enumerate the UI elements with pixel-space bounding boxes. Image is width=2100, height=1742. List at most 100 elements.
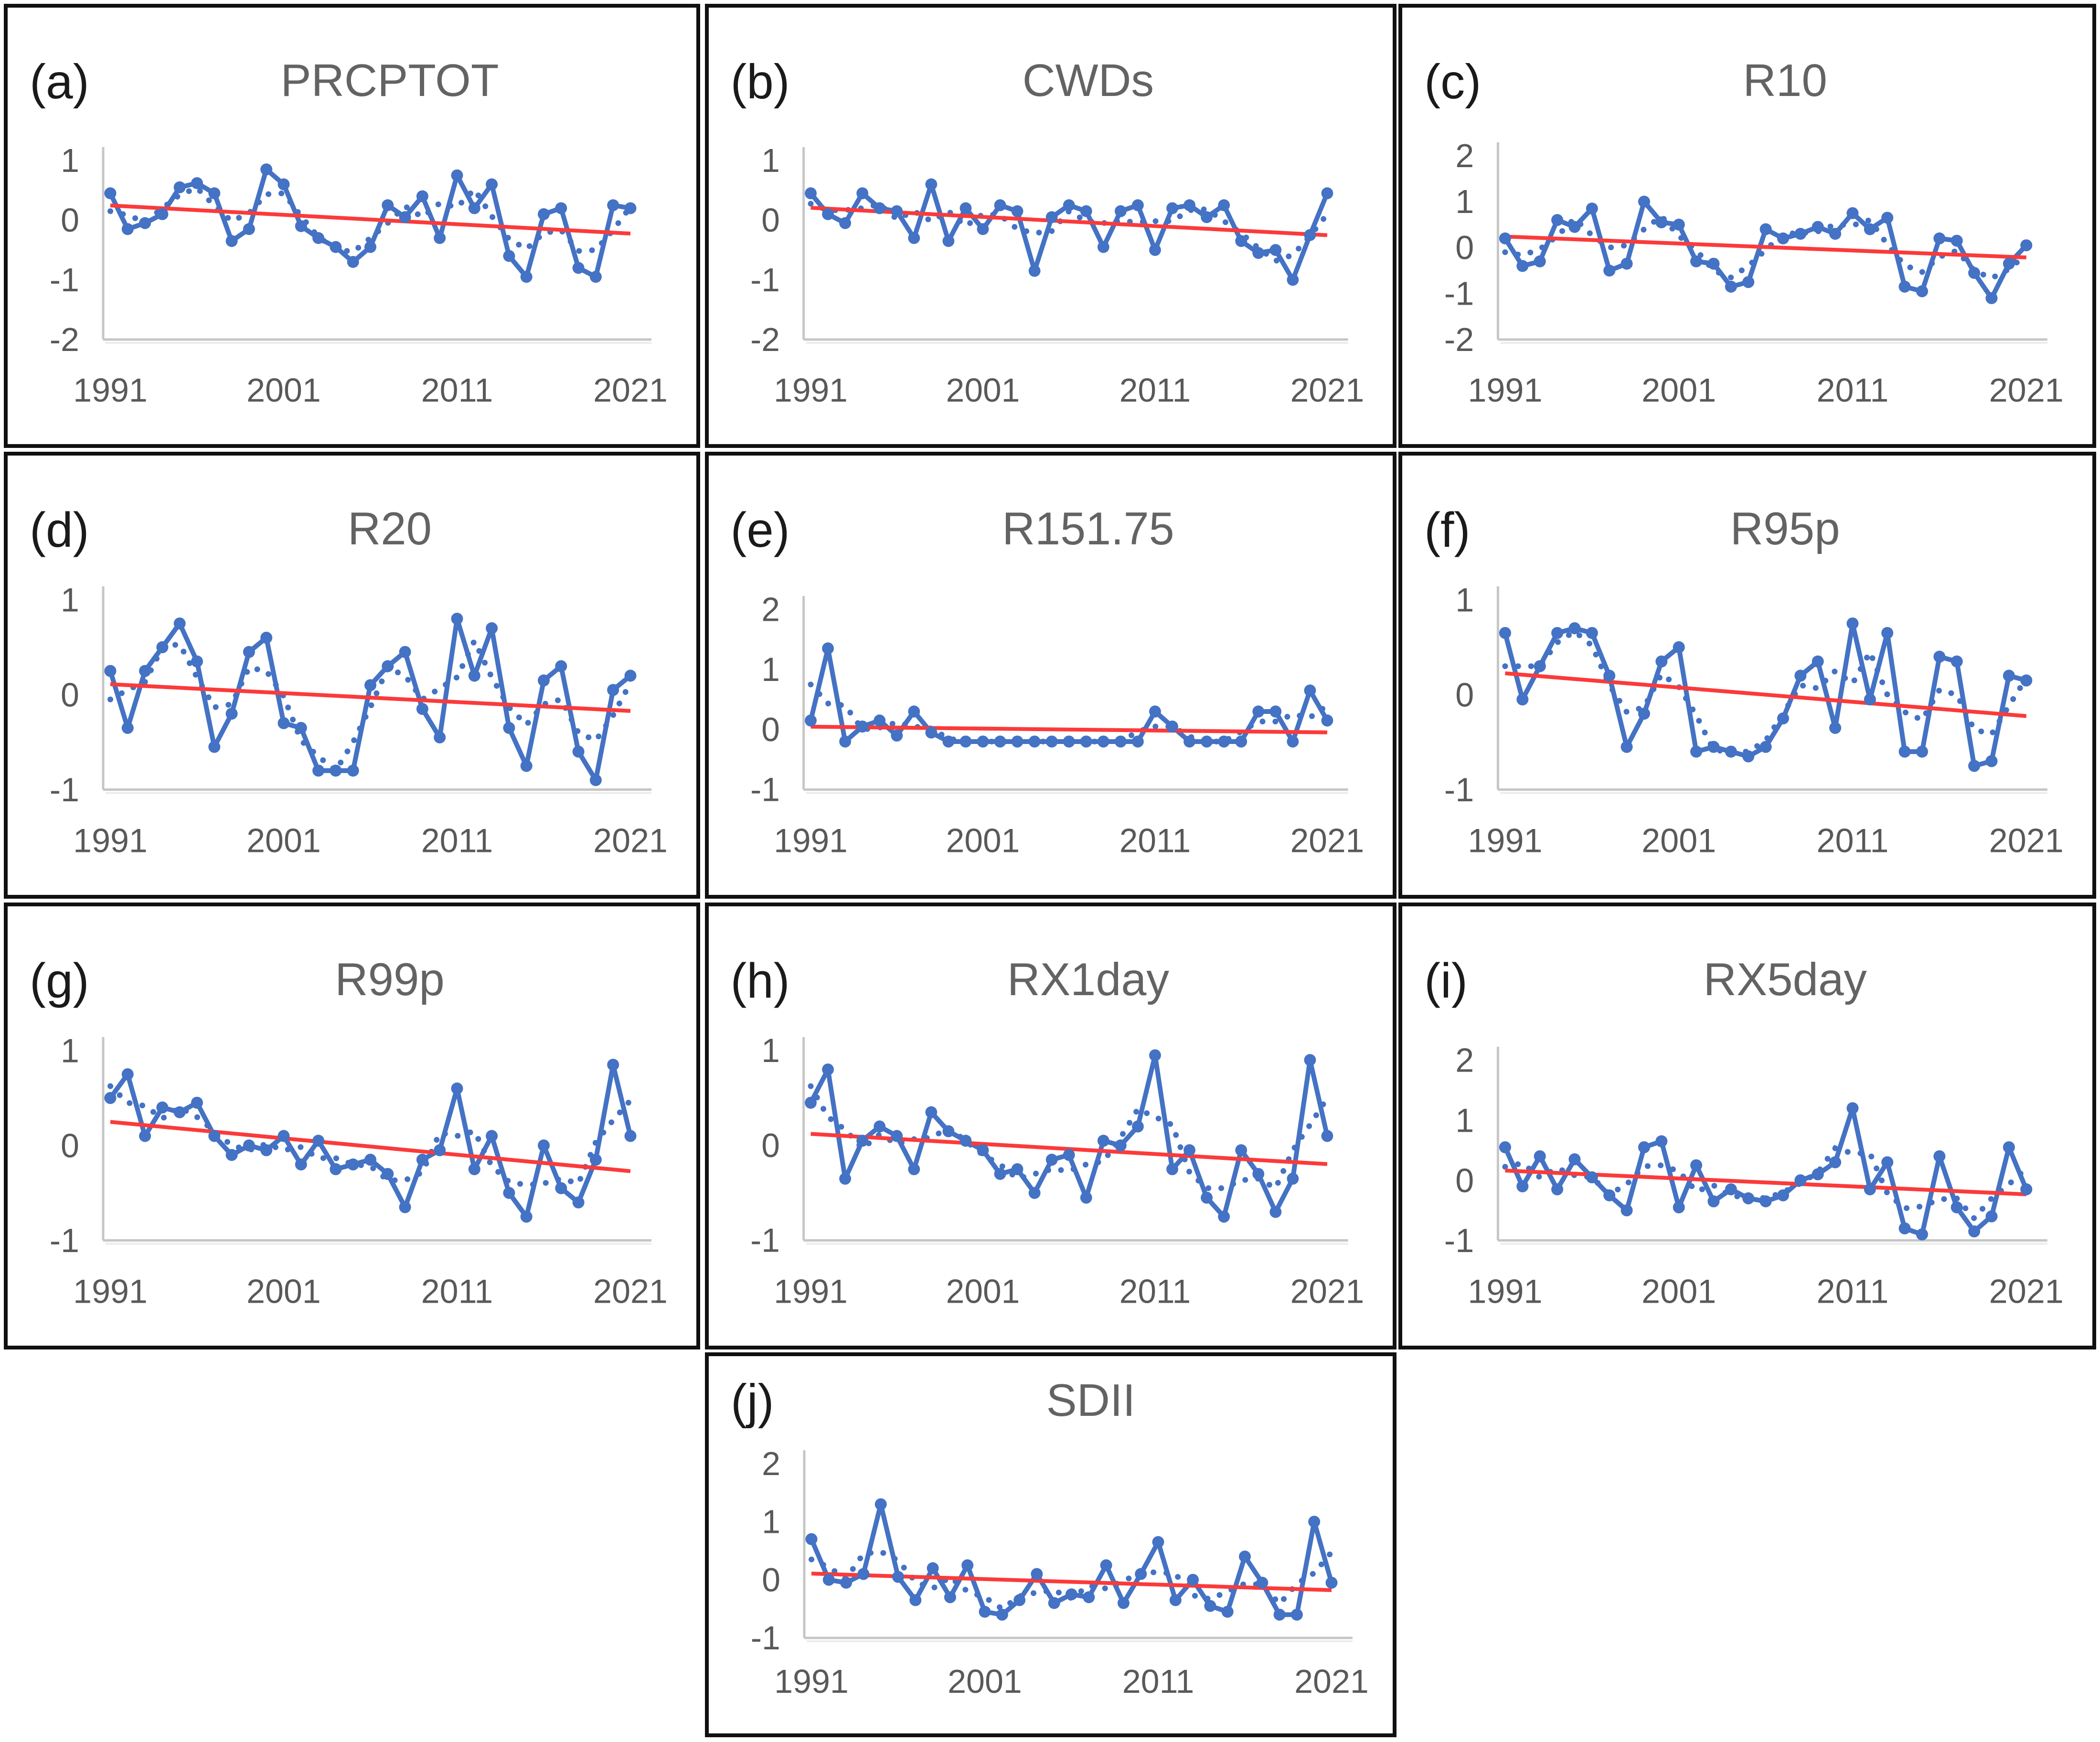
svg-text:1: 1 <box>1455 183 1474 220</box>
svg-text:2011: 2011 <box>1119 372 1191 409</box>
panel-title: SDII <box>1046 1375 1136 1426</box>
svg-text:-2: -2 <box>750 321 780 358</box>
svg-text:2001: 2001 <box>948 1663 1022 1700</box>
panel-title: R10 <box>1743 55 1827 106</box>
panel-r95p: (f) R95p 1 0 -1 1991 2001 2011 2021 <box>1398 452 2096 899</box>
svg-text:1991: 1991 <box>73 372 148 409</box>
svg-text:-1: -1 <box>50 771 79 808</box>
svg-text:1991: 1991 <box>774 1273 848 1310</box>
svg-text:0: 0 <box>1455 676 1474 713</box>
svg-text:2001: 2001 <box>246 821 321 859</box>
svg-text:-2: -2 <box>1444 321 1474 358</box>
svg-text:0: 0 <box>761 1127 780 1165</box>
panel-title: PRCPTOT <box>281 55 499 106</box>
svg-text:1: 1 <box>762 1503 780 1540</box>
svg-text:2011: 2011 <box>1122 1663 1194 1700</box>
svg-text:2021: 2021 <box>1294 1663 1369 1700</box>
panel-r99p: (g) R99p 1 0 -1 1991 2001 2011 2021 <box>4 903 700 1349</box>
chart-sdii: (j) SDII 2 1 0 -1 1991 2001 2011 2021 <box>731 1374 1369 1700</box>
chart-r99p: (g) R99p 1 0 -1 1991 2001 2011 2021 <box>30 953 668 1310</box>
panel-title: R20 <box>348 503 432 554</box>
svg-text:2021: 2021 <box>1290 372 1364 409</box>
panel-sdii: (j) SDII 2 1 0 -1 1991 2001 2011 2021 <box>705 1352 1396 1737</box>
svg-text:1991: 1991 <box>1468 372 1542 409</box>
panel-r151: (e) R151.75 2 1 0 -1 1991 2001 2011 2021 <box>705 452 1396 899</box>
svg-text:-1: -1 <box>50 261 79 298</box>
svg-text:1991: 1991 <box>73 1272 148 1310</box>
svg-text:-1: -1 <box>1444 771 1474 808</box>
panel-prcptot: (a) PRCPTOT 1 0 -1 -2 1991 2001 2011 2021 <box>4 4 700 448</box>
svg-text:1991: 1991 <box>774 372 848 409</box>
svg-text:2011: 2011 <box>1119 1273 1191 1310</box>
panel-letter: (g) <box>30 953 89 1008</box>
chart-cwds: (b) CWDs 1 0 -1 -2 1991 2001 2011 2021 <box>731 54 1364 409</box>
chart-rx5day: (i) RX5day 2 1 0 -1 1991 2001 2011 2021 <box>1424 953 2064 1310</box>
svg-text:2001: 2001 <box>946 1273 1020 1310</box>
svg-text:1991: 1991 <box>73 821 148 859</box>
svg-text:2021: 2021 <box>1290 1273 1364 1310</box>
panel-title: R95p <box>1730 503 1840 554</box>
svg-text:2: 2 <box>761 591 780 628</box>
panel-rx5day: (i) RX5day 2 1 0 -1 1991 2001 2011 2021 <box>1398 903 2096 1349</box>
svg-text:1: 1 <box>761 142 780 179</box>
svg-text:1: 1 <box>761 1032 780 1070</box>
panel-cwds: (b) CWDs 1 0 -1 -2 1991 2001 2011 2021 <box>705 4 1396 448</box>
svg-text:1991: 1991 <box>1468 821 1542 859</box>
svg-text:2011: 2011 <box>1817 1272 1889 1310</box>
svg-text:1: 1 <box>61 581 79 618</box>
panel-letter: (h) <box>731 954 790 1009</box>
panel-letter: (d) <box>30 502 89 557</box>
svg-text:2021: 2021 <box>593 1272 668 1310</box>
svg-text:2021: 2021 <box>1989 1272 2064 1310</box>
svg-text:0: 0 <box>61 202 79 239</box>
svg-text:1: 1 <box>61 1031 79 1069</box>
svg-text:0: 0 <box>61 1126 79 1164</box>
svg-text:0: 0 <box>61 676 79 713</box>
svg-text:2001: 2001 <box>1642 821 1716 859</box>
panel-letter: (a) <box>30 54 89 109</box>
svg-text:0: 0 <box>762 1561 780 1598</box>
svg-text:1991: 1991 <box>774 1663 849 1700</box>
svg-text:-1: -1 <box>750 1222 780 1259</box>
chart-r20: (d) R20 1 0 -1 1991 2001 2011 2021 <box>30 502 668 860</box>
panel-letter: (i) <box>1424 953 1468 1008</box>
svg-text:0: 0 <box>761 711 780 748</box>
chart-r151: (e) R151.75 2 1 0 -1 1991 2001 2011 2021 <box>731 503 1364 860</box>
svg-text:2001: 2001 <box>246 372 321 409</box>
svg-text:2021: 2021 <box>593 821 668 859</box>
panel-letter: (f) <box>1424 502 1470 557</box>
svg-text:1991: 1991 <box>1468 1272 1542 1310</box>
panel-r20: (d) R20 1 0 -1 1991 2001 2011 2021 <box>4 452 700 899</box>
svg-text:2001: 2001 <box>246 1272 321 1310</box>
svg-text:-1: -1 <box>751 1619 780 1657</box>
chart-rx1day: (h) RX1day 1 0 -1 1991 2001 2011 2021 <box>731 954 1364 1310</box>
panel-rx1day: (h) RX1day 1 0 -1 1991 2001 2011 2021 <box>705 903 1396 1349</box>
panel-title: RX1day <box>1007 954 1169 1006</box>
svg-text:2011: 2011 <box>421 372 493 409</box>
chart-prcptot: (a) PRCPTOT 1 0 -1 -2 1991 2001 2011 2021 <box>30 54 668 409</box>
panel-r10: (c) R10 2 1 0 -1 -2 1991 2001 2011 2021 <box>1398 4 2096 448</box>
panel-title: RX5day <box>1704 954 1867 1005</box>
panel-title: R151.75 <box>1002 503 1174 555</box>
panel-title: R99p <box>335 954 444 1005</box>
svg-text:-1: -1 <box>50 1222 79 1259</box>
svg-text:2011: 2011 <box>1817 821 1889 859</box>
svg-text:2001: 2001 <box>946 822 1020 860</box>
panel-title: CWDs <box>1023 55 1154 106</box>
svg-text:1: 1 <box>1455 1101 1474 1139</box>
svg-text:2021: 2021 <box>593 372 668 409</box>
svg-text:2021: 2021 <box>1989 821 2064 859</box>
panel-letter: (c) <box>1424 54 1481 109</box>
panel-letter: (j) <box>731 1374 774 1429</box>
svg-text:0: 0 <box>1455 1161 1474 1199</box>
svg-text:2001: 2001 <box>1642 372 1716 409</box>
svg-text:1991: 1991 <box>774 822 848 860</box>
svg-text:1: 1 <box>761 651 780 689</box>
svg-text:2011: 2011 <box>421 1272 493 1310</box>
svg-text:-2: -2 <box>50 321 79 358</box>
svg-text:-1: -1 <box>750 771 780 808</box>
svg-text:2011: 2011 <box>1119 822 1191 860</box>
svg-text:2001: 2001 <box>1642 1272 1716 1310</box>
svg-text:2011: 2011 <box>421 821 493 859</box>
